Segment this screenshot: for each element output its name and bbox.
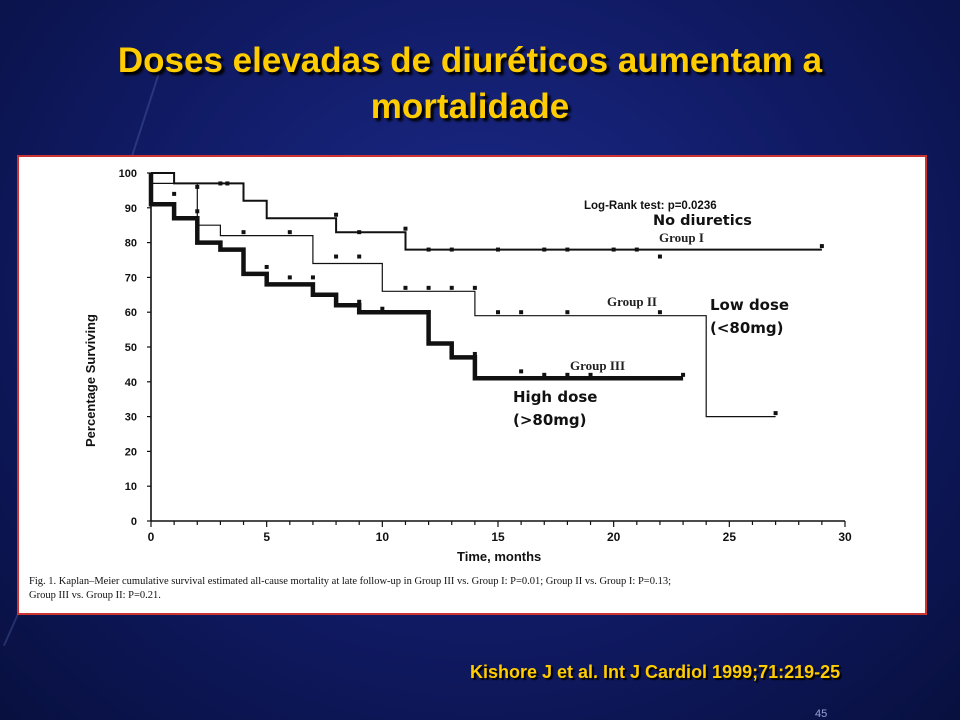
censor-mark-group-2 [195, 184, 200, 189]
censor-mark-group-2 [172, 191, 177, 196]
citation: Kishore J et al. Int J Cardiol 1999;71:2… [470, 662, 841, 682]
y-axis-label: Percentage Surviving [83, 314, 98, 447]
censor-mark-group-2 [472, 285, 477, 290]
censor-mark-group-2 [496, 310, 500, 315]
censor-mark-group-3 [542, 372, 547, 377]
x-tick-label: 10 [376, 530, 390, 544]
y-tick-label: 50 [125, 342, 137, 354]
censor-mark-group-3 [588, 372, 593, 377]
y-tick-label: 90 [125, 203, 137, 215]
page-number: 45 [815, 708, 828, 720]
censor-mark-group-2 [403, 285, 408, 290]
censor-mark-group-1 [634, 247, 639, 252]
y-tick-label: 80 [125, 238, 137, 250]
x-tick-label: 30 [838, 530, 852, 544]
x-tick-label: 0 [148, 530, 155, 544]
x-tick-label: 20 [607, 530, 621, 544]
slide-title-line2: mortalidade [370, 87, 570, 126]
slide-title-line1: Doses elevadas de diuréticos aumentam a [117, 41, 823, 80]
annotation-high-dose: High dose [513, 388, 597, 406]
censor-mark-group-1 [403, 226, 408, 231]
censor-mark-group-3 [565, 372, 570, 377]
censor-mark-group-3 [357, 299, 362, 304]
y-tick-label: 40 [125, 377, 137, 389]
figure-caption-line2: Group III vs. Group II: P=0.21. [29, 590, 161, 601]
annotation-low-dose-value: (<80mg) [710, 319, 784, 337]
censor-mark-group-1 [496, 247, 500, 252]
x-tick-label: 15 [491, 530, 505, 544]
censor-mark-group-3 [681, 372, 686, 377]
annotation-no-diuretics: No diuretics [653, 213, 752, 229]
censor-mark-group-1 [426, 247, 431, 252]
censor-mark-group-2 [519, 310, 524, 315]
censor-mark-group-3 [310, 275, 315, 280]
censor-mark-group-1 [565, 247, 570, 252]
y-tick-label: 60 [125, 307, 137, 319]
x-axis-label: Time, months [457, 549, 541, 564]
slide-title: Doses elevadas de diuréticos aumentam a … [0, 38, 940, 130]
survival-curve-group-3 [148, 173, 684, 381]
censor-mark-group-3 [472, 351, 477, 356]
y-tick-label: 70 [125, 272, 137, 284]
figure-caption-line1: Fig. 1. Kaplan–Meier cumulative survival… [29, 576, 671, 587]
censor-mark-group-3 [611, 376, 616, 381]
censor-mark-group-3 [380, 306, 385, 311]
y-tick-label: 30 [125, 412, 137, 424]
censor-mark-group-1 [611, 247, 616, 252]
survival-curve-group-1 [151, 172, 822, 251]
censor-mark-group-2 [773, 411, 778, 416]
censor-mark-group-3 [657, 376, 662, 381]
figure-panel: 0 10 20 30 40 50 60 70 80 90 100 0 5 10 15 20 25 30 Log-R… [17, 155, 927, 615]
censor-mark-group-1 [225, 181, 230, 186]
censor-mark-group-3 [264, 264, 269, 269]
y-tick-label: 10 [125, 481, 137, 493]
y-tick-label: 100 [119, 168, 137, 180]
censor-mark-group-1 [334, 212, 339, 217]
censor-mark-group-2 [565, 310, 570, 315]
survival-curve-group-2 [150, 173, 776, 418]
censor-mark-group-2 [357, 254, 362, 259]
censor-mark-group-2 [426, 285, 431, 290]
censor-mark-group-1 [218, 181, 223, 186]
censor-mark-group-1 [357, 230, 362, 235]
censor-mark-group-1 [449, 247, 454, 252]
group-2-label: Group II [607, 294, 657, 309]
x-tick-label: 25 [723, 530, 737, 544]
annotation-low-dose: Low dose [710, 296, 789, 314]
y-tick-label: 20 [125, 446, 137, 458]
censor-mark-group-2 [449, 285, 454, 290]
censor-mark-group-3 [195, 209, 200, 214]
censor-mark-group-3 [634, 376, 639, 381]
censor-mark-group-3 [287, 275, 292, 280]
annotation-high-dose-value: (>80mg) [513, 411, 587, 429]
censor-mark-group-2 [241, 230, 246, 235]
censor-mark-group-1 [542, 247, 547, 252]
censor-mark-group-2 [334, 254, 339, 259]
censor-mark-group-1 [657, 254, 662, 259]
x-tick-label: 5 [263, 530, 270, 544]
y-tick-label: 0 [131, 516, 137, 528]
group-3-label: Group III [570, 358, 625, 373]
kaplan-meier-chart: 0 10 20 30 40 50 60 70 80 90 100 0 5 10 15 20 25 30 Log-R… [29, 168, 852, 601]
censor-mark-group-2 [657, 310, 662, 315]
log-rank-text: Log-Rank test: p=0.0236 [584, 200, 717, 212]
censor-mark-group-1 [819, 244, 824, 249]
censor-mark-group-3 [519, 369, 524, 374]
censor-mark-group-2 [287, 230, 292, 235]
group-1-label: Group I [659, 230, 704, 245]
